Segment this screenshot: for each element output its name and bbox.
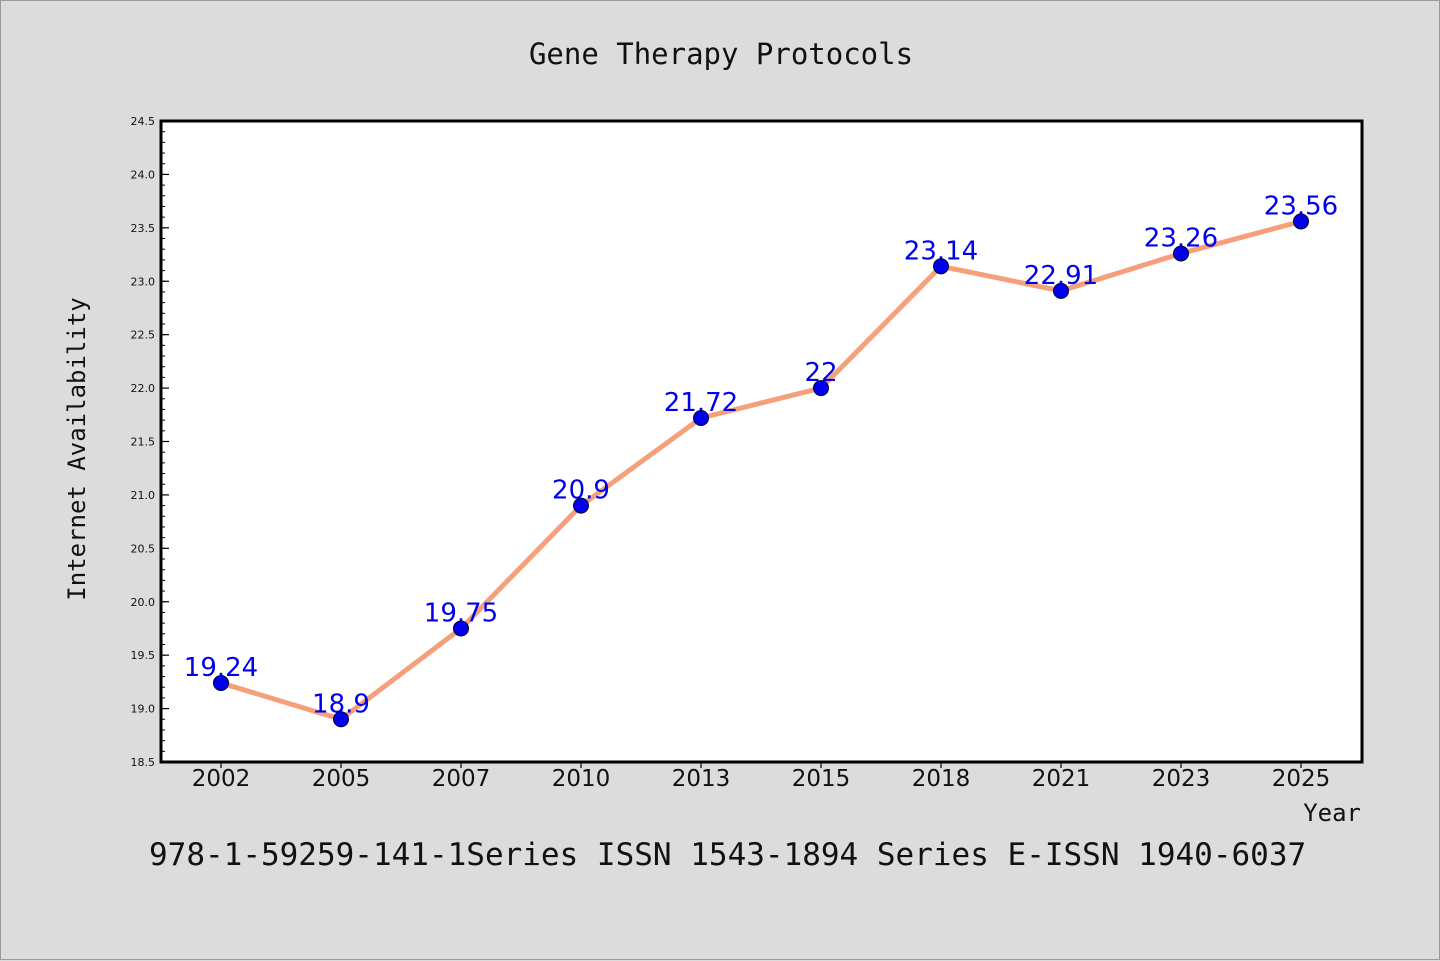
y-tick-label: 20.0 (131, 596, 156, 609)
x-tick-label: 2021 (1032, 766, 1091, 792)
x-axis-label: Year (1303, 799, 1361, 827)
x-tick-label: 2025 (1272, 766, 1331, 792)
data-point (453, 620, 469, 637)
y-tick-label: 24.5 (131, 115, 156, 128)
chart-title: Gene Therapy Protocols (529, 37, 913, 71)
y-tick-label: 24.0 (131, 168, 156, 181)
y-tick-label: 19.0 (131, 703, 156, 716)
data-point (213, 674, 229, 691)
data-point (1173, 245, 1189, 262)
plot-area-group: 18.5 19.0 19.5 20.0 20.5 21.0 21.5 22.0 22.5 23.0… (131, 115, 1364, 792)
data-point (333, 711, 349, 728)
y-axis-label: Internet Availability (63, 297, 91, 600)
data-point (1293, 213, 1309, 230)
x-tick-label: 2013 (672, 766, 731, 792)
x-tick-label: 2018 (912, 766, 971, 792)
data-point (693, 409, 709, 426)
y-tick-label: 22.5 (131, 329, 156, 342)
x-tick-label: 2023 (1152, 766, 1211, 792)
x-tick-label: 2015 (792, 766, 851, 792)
y-tick-label: 19.5 (131, 649, 156, 662)
plot-background (161, 121, 1362, 762)
data-point (813, 380, 829, 397)
data-point (1053, 282, 1069, 299)
x-tick-label: 2007 (432, 766, 491, 792)
y-tick-label: 23.0 (131, 275, 156, 288)
footer-isbn-issn: 978-1-59259-141-1Series ISSN 1543-1894 S… (149, 837, 1306, 873)
y-tick-label: 22.0 (131, 382, 156, 395)
series-line (218, 218, 1304, 722)
x-tick-label: 2010 (552, 766, 611, 792)
x-tick-label: 2002 (192, 766, 251, 792)
y-tick-label: 21.0 (131, 489, 156, 502)
y-tick-label: 18.5 (131, 756, 156, 769)
data-point (933, 258, 949, 275)
y-tick-label: 21.5 (131, 436, 156, 449)
y-tick-label: 20.5 (131, 542, 156, 555)
plot-frame (159, 119, 1364, 764)
y-tick-label: 23.5 (131, 222, 156, 235)
x-tick-label: 2005 (312, 766, 371, 792)
data-point (573, 497, 589, 514)
